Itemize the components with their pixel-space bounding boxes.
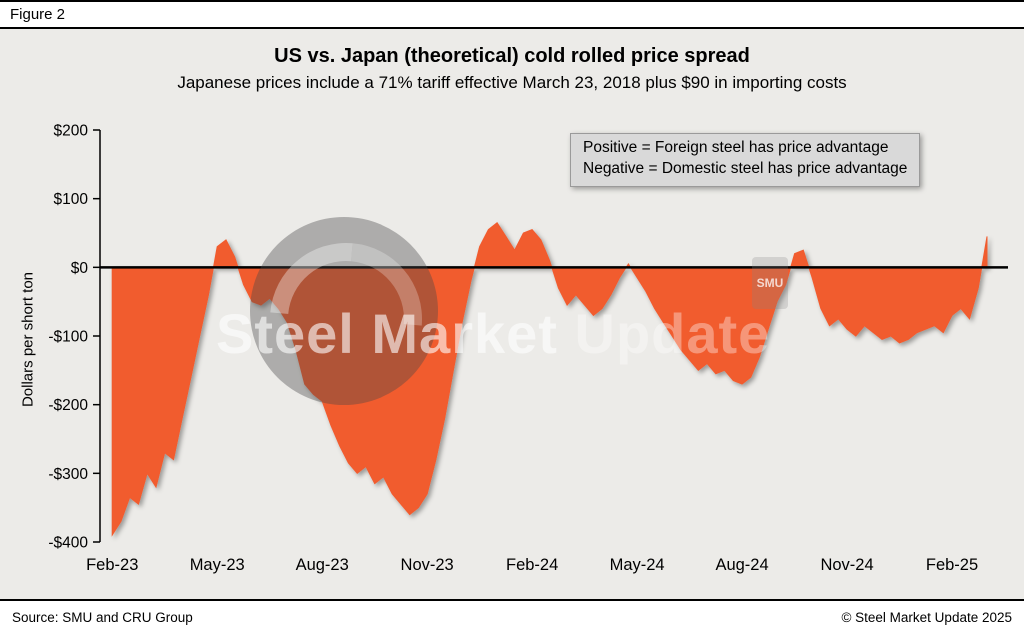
annotation-line-negative: Negative = Domestic steel has price adva… xyxy=(583,159,908,177)
x-tick-label: Aug-23 xyxy=(296,556,349,574)
annotation-line-positive: Positive = Foreign steel has price advan… xyxy=(583,139,889,156)
x-tick-label: Feb-25 xyxy=(926,556,978,574)
figure-footer: Source: SMU and CRU Group © Steel Market… xyxy=(0,599,1024,633)
y-tick-label: $200 xyxy=(54,123,89,140)
figure-label: Figure 2 xyxy=(10,6,66,23)
x-tick-label: Aug-24 xyxy=(715,556,768,574)
price-spread-area-chart: $200 $100 $0 -$100 -$200 -$300 -$400 Feb-23 May-… xyxy=(48,123,1008,574)
y-tick-label: -$100 xyxy=(48,329,88,346)
y-tick-label: -$300 xyxy=(48,466,88,483)
chart-subtitle: Japanese prices include a 71% tariff eff… xyxy=(177,73,847,92)
y-tick-label: $0 xyxy=(71,260,89,277)
figure-label-bar: Figure 2 xyxy=(0,0,1024,29)
chart-title: US vs. Japan (theoretical) cold rolled p… xyxy=(274,45,750,67)
x-tick-label: Feb-24 xyxy=(506,556,558,574)
price-spread-area-series xyxy=(111,221,988,537)
x-tick-label: May-24 xyxy=(610,556,665,574)
copyright-text: © Steel Market Update 2025 xyxy=(841,609,1012,625)
x-tick-label: Nov-24 xyxy=(820,556,873,574)
x-tick-label: May-23 xyxy=(190,556,245,574)
x-tick-label: Feb-23 xyxy=(86,556,138,574)
chart-annotation-box: Positive = Foreign steel has price advan… xyxy=(570,133,921,187)
chart-region: US vs. Japan (theoretical) cold rolled p… xyxy=(0,29,1024,599)
y-tick-label: -$200 xyxy=(48,397,88,414)
y-axis-label: Dollars per short ton xyxy=(19,271,37,408)
source-text: Source: SMU and CRU Group xyxy=(12,609,193,625)
y-tick-label: -$400 xyxy=(48,535,88,552)
y-tick-label: $100 xyxy=(54,191,89,208)
x-tick-label: Nov-23 xyxy=(401,556,454,574)
